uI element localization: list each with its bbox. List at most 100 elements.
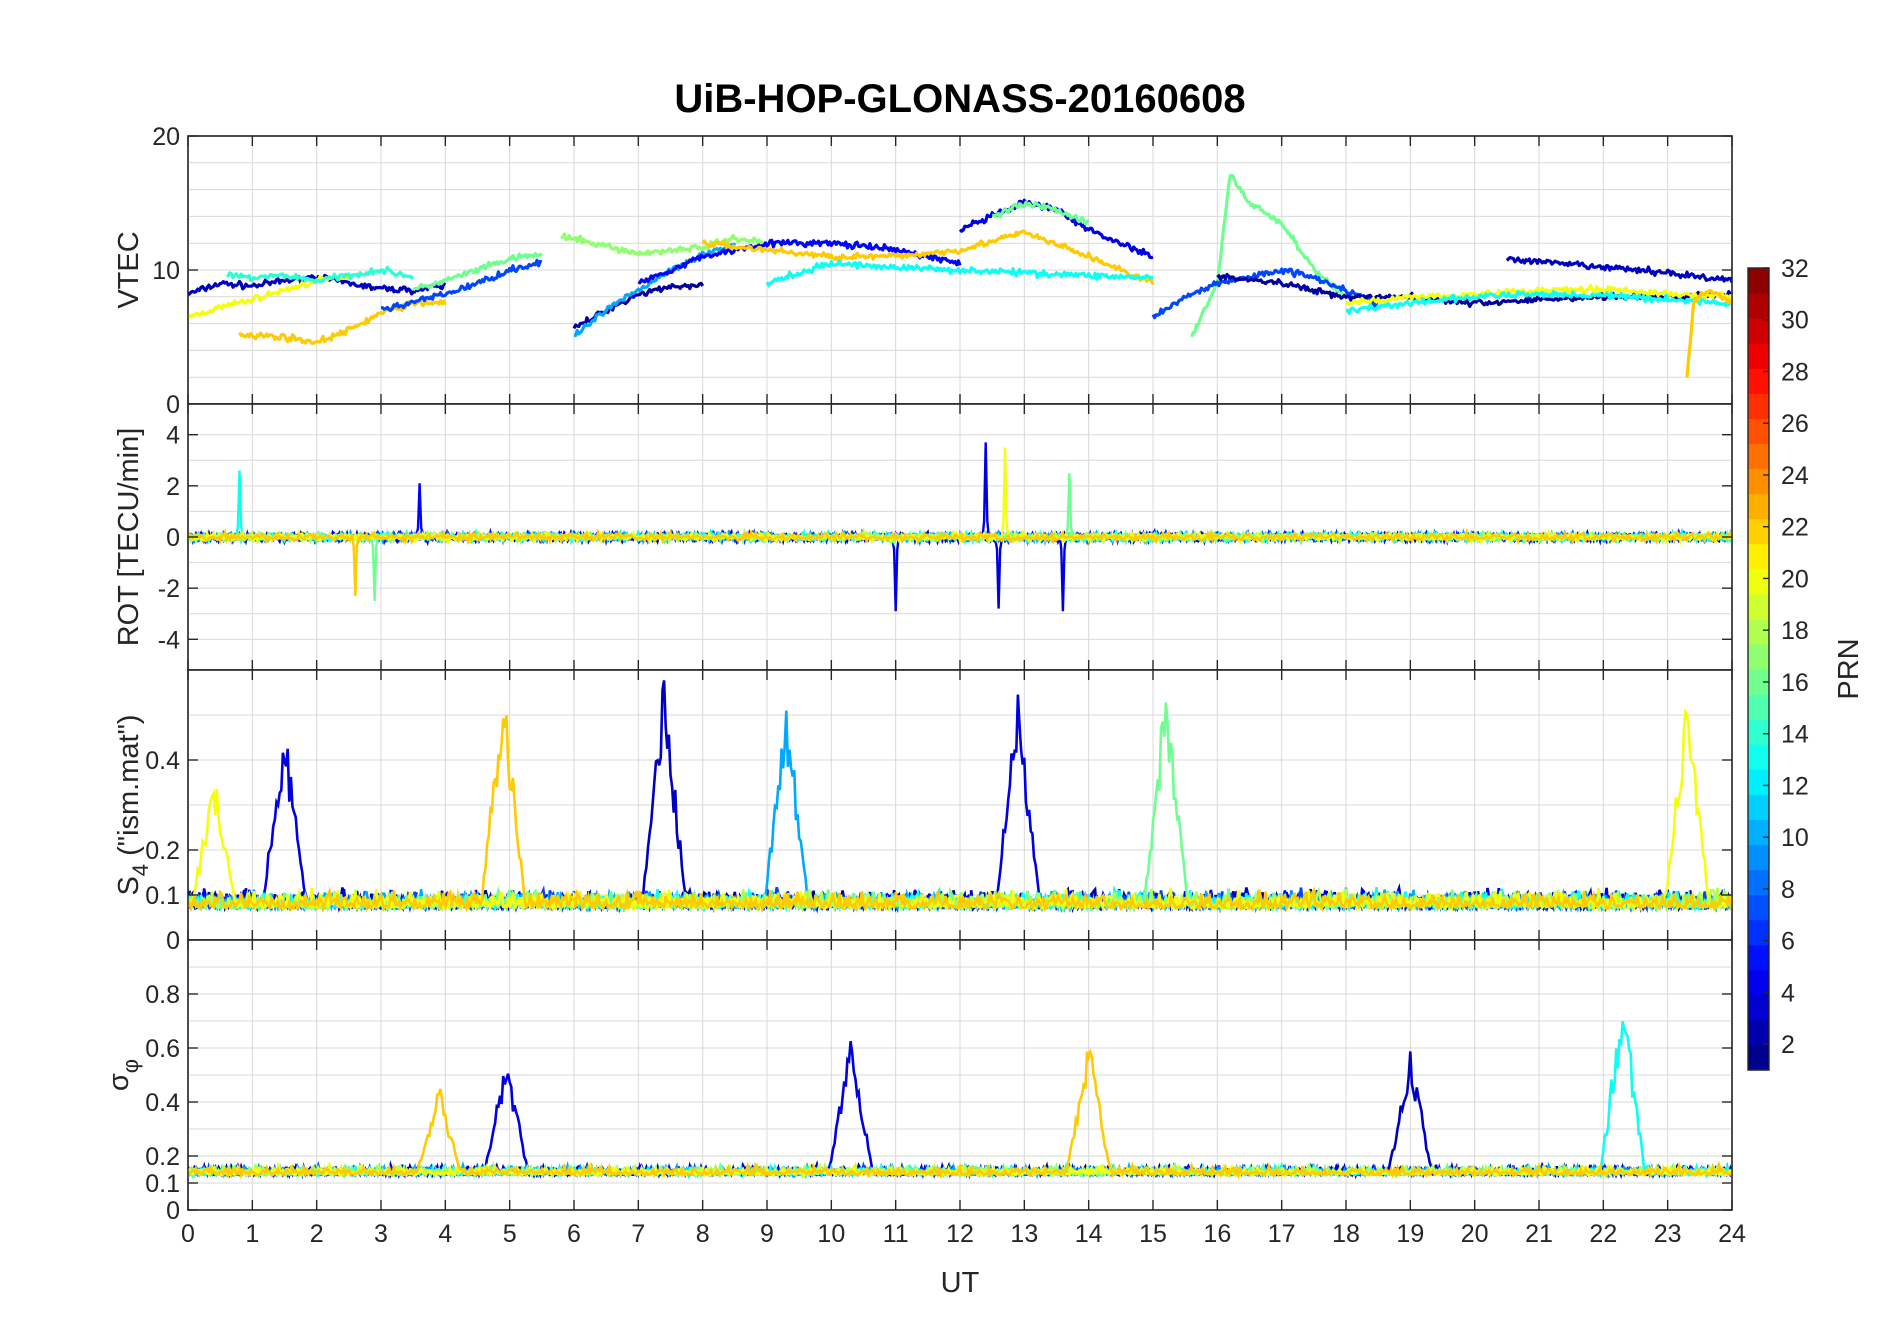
x-tick-label: 24: [1718, 1220, 1746, 1248]
y-tick-label: 4: [166, 422, 180, 450]
x-tick-label: 14: [1075, 1220, 1103, 1248]
rot-series: [188, 447, 1732, 547]
x-tick-label: 15: [1139, 1220, 1167, 1248]
x-tick-label: 16: [1203, 1220, 1231, 1248]
y-tick-label: -2: [158, 575, 180, 603]
colorbar-tick-label: 8: [1781, 876, 1795, 904]
colorbar-tick-label: 2: [1781, 1031, 1795, 1059]
colorbar-swatch: [1748, 769, 1769, 795]
x-tick-label: 21: [1525, 1220, 1553, 1248]
colorbar-tick-label: 20: [1781, 565, 1809, 593]
panel-3: 00.10.20.4S4 ("ism.mat"): [113, 669, 1733, 955]
chart-title: UiB-HOP-GLONASS-20160608: [674, 77, 1245, 121]
colorbar-swatch: [1748, 969, 1769, 996]
colorbar-swatch: [1748, 518, 1769, 545]
x-tick-label: 0: [181, 1220, 195, 1248]
x-tick-label: 23: [1654, 1220, 1682, 1248]
data-layer: [188, 1021, 1732, 1180]
panel-4: 00.10.2 0.4 0.6 0.8 σφ: [103, 939, 1733, 1225]
x-tick-label: 1: [245, 1220, 259, 1248]
s4-series: [188, 715, 1732, 914]
y-tick-label: 0.1: [145, 1170, 180, 1198]
colorbar-swatch: [1748, 1044, 1769, 1071]
x-tick-label: 2: [310, 1220, 324, 1248]
y-tick-label: 0.2: [145, 1143, 180, 1171]
x-tick-label: 18: [1332, 1220, 1360, 1248]
colorbar-swatch: [1748, 919, 1769, 946]
vtec-series: [1345, 290, 1732, 315]
colorbar-label: PRN: [1833, 638, 1865, 699]
colorbar-swatch: [1748, 719, 1769, 745]
x-tick-label: 5: [503, 1220, 517, 1248]
vtec-series: [188, 273, 350, 319]
colorbar-swatch: [1748, 593, 1769, 620]
colorbar-swatch: [1748, 869, 1769, 896]
colorbar-swatch: [1748, 994, 1769, 1021]
x-tick-label: 8: [696, 1220, 710, 1248]
y-tick-label: 2: [166, 473, 180, 501]
x-tick-label: 6: [567, 1220, 581, 1248]
x-tick-label: 22: [1589, 1220, 1617, 1248]
vtec-series: [637, 238, 962, 285]
y-axis-label-main: σ: [103, 1073, 135, 1091]
colorbar-swatch: [1748, 468, 1769, 495]
colorbar-swatch: [1748, 543, 1769, 570]
colorbar-tick-label: 4: [1781, 979, 1795, 1007]
colorbar-tick-label: 12: [1781, 772, 1809, 800]
colorbar-tick-label: 22: [1781, 514, 1809, 542]
panel-1: 0 10 20 VTEC: [113, 123, 1733, 419]
colorbar-swatch: [1748, 819, 1769, 846]
vtec-series: [226, 265, 415, 285]
vtec-series: [1685, 289, 1732, 378]
y-tick-label: 10: [152, 257, 180, 285]
colorbar-frame: [1747, 267, 1770, 1071]
colorbar-tick-label: 18: [1781, 617, 1809, 645]
colorbar-swatch: [1748, 744, 1769, 770]
colorbar-tick-label: 28: [1781, 358, 1809, 386]
colorbar-swatch: [1748, 844, 1769, 871]
y-tick-label: 0: [166, 927, 180, 955]
y-axis-label: ROT [TECU/min]: [113, 428, 145, 647]
x-tick-label: 12: [946, 1220, 974, 1248]
colorbar-tick-label: 6: [1781, 928, 1795, 956]
vtec-series: [1345, 283, 1732, 307]
y-tick-label: 0.8: [145, 981, 180, 1009]
colorbar-swatch: [1748, 643, 1769, 670]
colorbar-tick-label: 14: [1781, 721, 1809, 749]
data-layer: [188, 442, 1732, 612]
colorbar-swatch: [1748, 368, 1769, 394]
colorbar-swatch: [1748, 568, 1769, 595]
x-axis: 0 1 2 3 4 5 6 7 8 9 10 11 12 13 14 15 16 17 18 19 20 21 22 23 24: [181, 1220, 1746, 1248]
y-axis-label: σφ: [103, 1059, 143, 1091]
y-tick-label: 0.2: [145, 837, 180, 865]
y-axis-label-sub: φ: [118, 1059, 143, 1073]
data-layer: [188, 173, 1732, 378]
vtec-series: [380, 258, 543, 313]
colorbar-swatch: [1748, 343, 1769, 369]
x-tick-label: 9: [760, 1220, 774, 1248]
x-tick-label: 19: [1396, 1220, 1424, 1248]
colorbar-tick-label: 32: [1781, 255, 1809, 283]
y-tick-label: 0.4: [145, 747, 180, 775]
colorbar-tick-label: 16: [1781, 669, 1809, 697]
y-tick-label: 0.6: [145, 1035, 180, 1063]
y-tick-label: 0: [166, 524, 180, 552]
colorbar-swatch: [1748, 493, 1769, 520]
colorbar-tick-label: 30: [1781, 307, 1809, 335]
x-tick-label: 17: [1268, 1220, 1296, 1248]
y-tick-label: 0.4: [145, 1089, 180, 1117]
colorbar-swatch: [1748, 318, 1769, 344]
colorbar-swatch: [1748, 1019, 1769, 1046]
colorbar-tick-label: 10: [1781, 824, 1809, 852]
y-axis-label: S4 ("ism.mat"): [113, 714, 153, 895]
y-tick-label: 20: [152, 123, 180, 151]
colorbar-tick-label: 26: [1781, 410, 1809, 438]
x-tick-label: 4: [438, 1220, 452, 1248]
x-tick-label: 13: [1010, 1220, 1038, 1248]
rot-series: [188, 528, 1732, 596]
vtec-series: [1151, 267, 1379, 320]
x-tick-label: 7: [631, 1220, 645, 1248]
colorbar-swatch: [1748, 393, 1769, 419]
